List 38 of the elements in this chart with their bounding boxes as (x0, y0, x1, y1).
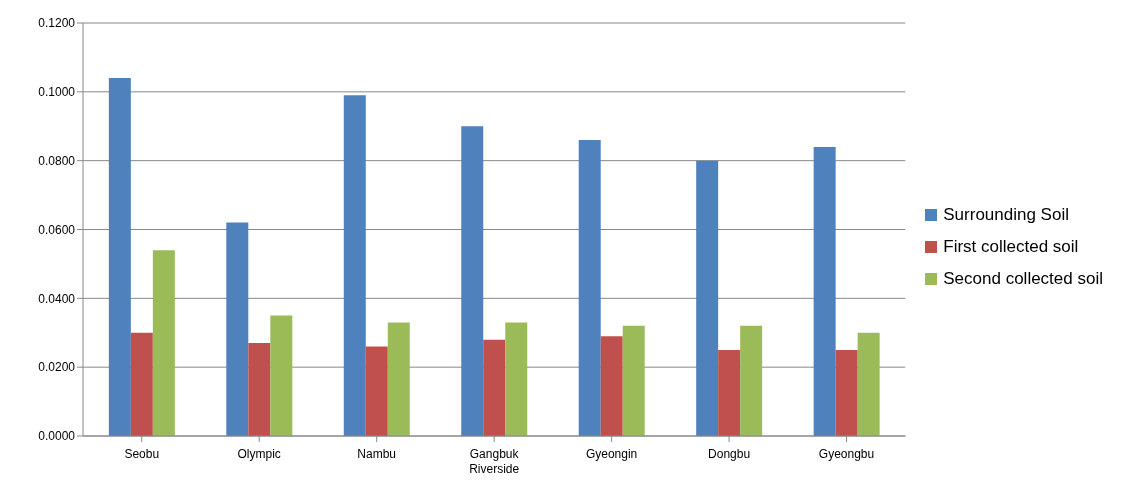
bar (835, 349, 858, 436)
bar (578, 140, 601, 436)
bar (857, 332, 880, 436)
bar (622, 325, 645, 436)
x-tick-label: Nambu (357, 447, 397, 461)
bar (387, 322, 410, 436)
bar (461, 126, 484, 436)
bar (130, 332, 153, 436)
bar (343, 95, 366, 436)
y-tick-label: 0.0000 (38, 429, 76, 444)
y-tick-label: 0.1000 (38, 85, 76, 100)
x-tick-label: Dongbu (708, 447, 751, 461)
bar (600, 336, 623, 436)
bar (483, 339, 506, 436)
bar (226, 222, 249, 436)
x-tick-label: Gyeongbu (818, 447, 875, 461)
bar (365, 346, 388, 436)
y-tick-label: 0.1200 (38, 16, 76, 31)
legend-label: First collected soil (943, 237, 1079, 257)
bar (813, 146, 836, 436)
x-tick-label: Olympic (237, 447, 281, 461)
x-tick-label: Seobu (124, 447, 160, 461)
bar (505, 322, 528, 436)
bar (718, 349, 741, 436)
bar (108, 78, 131, 436)
bar (270, 315, 293, 436)
legend-label: Surrounding Soil (943, 205, 1069, 225)
bar (740, 325, 763, 436)
bar (696, 160, 719, 436)
x-tick-label: Gyeongin (585, 447, 638, 461)
bar (152, 250, 175, 436)
legend-label: Second collected soil (943, 269, 1103, 289)
y-tick-label: 0.0600 (38, 222, 76, 237)
y-tick-label: 0.0800 (38, 153, 76, 168)
bar (248, 343, 271, 436)
y-tick-label: 0.0400 (38, 291, 76, 306)
y-tick-label: 0.0200 (38, 360, 76, 375)
x-tick-label: Gangbuk Riverside (469, 447, 520, 476)
